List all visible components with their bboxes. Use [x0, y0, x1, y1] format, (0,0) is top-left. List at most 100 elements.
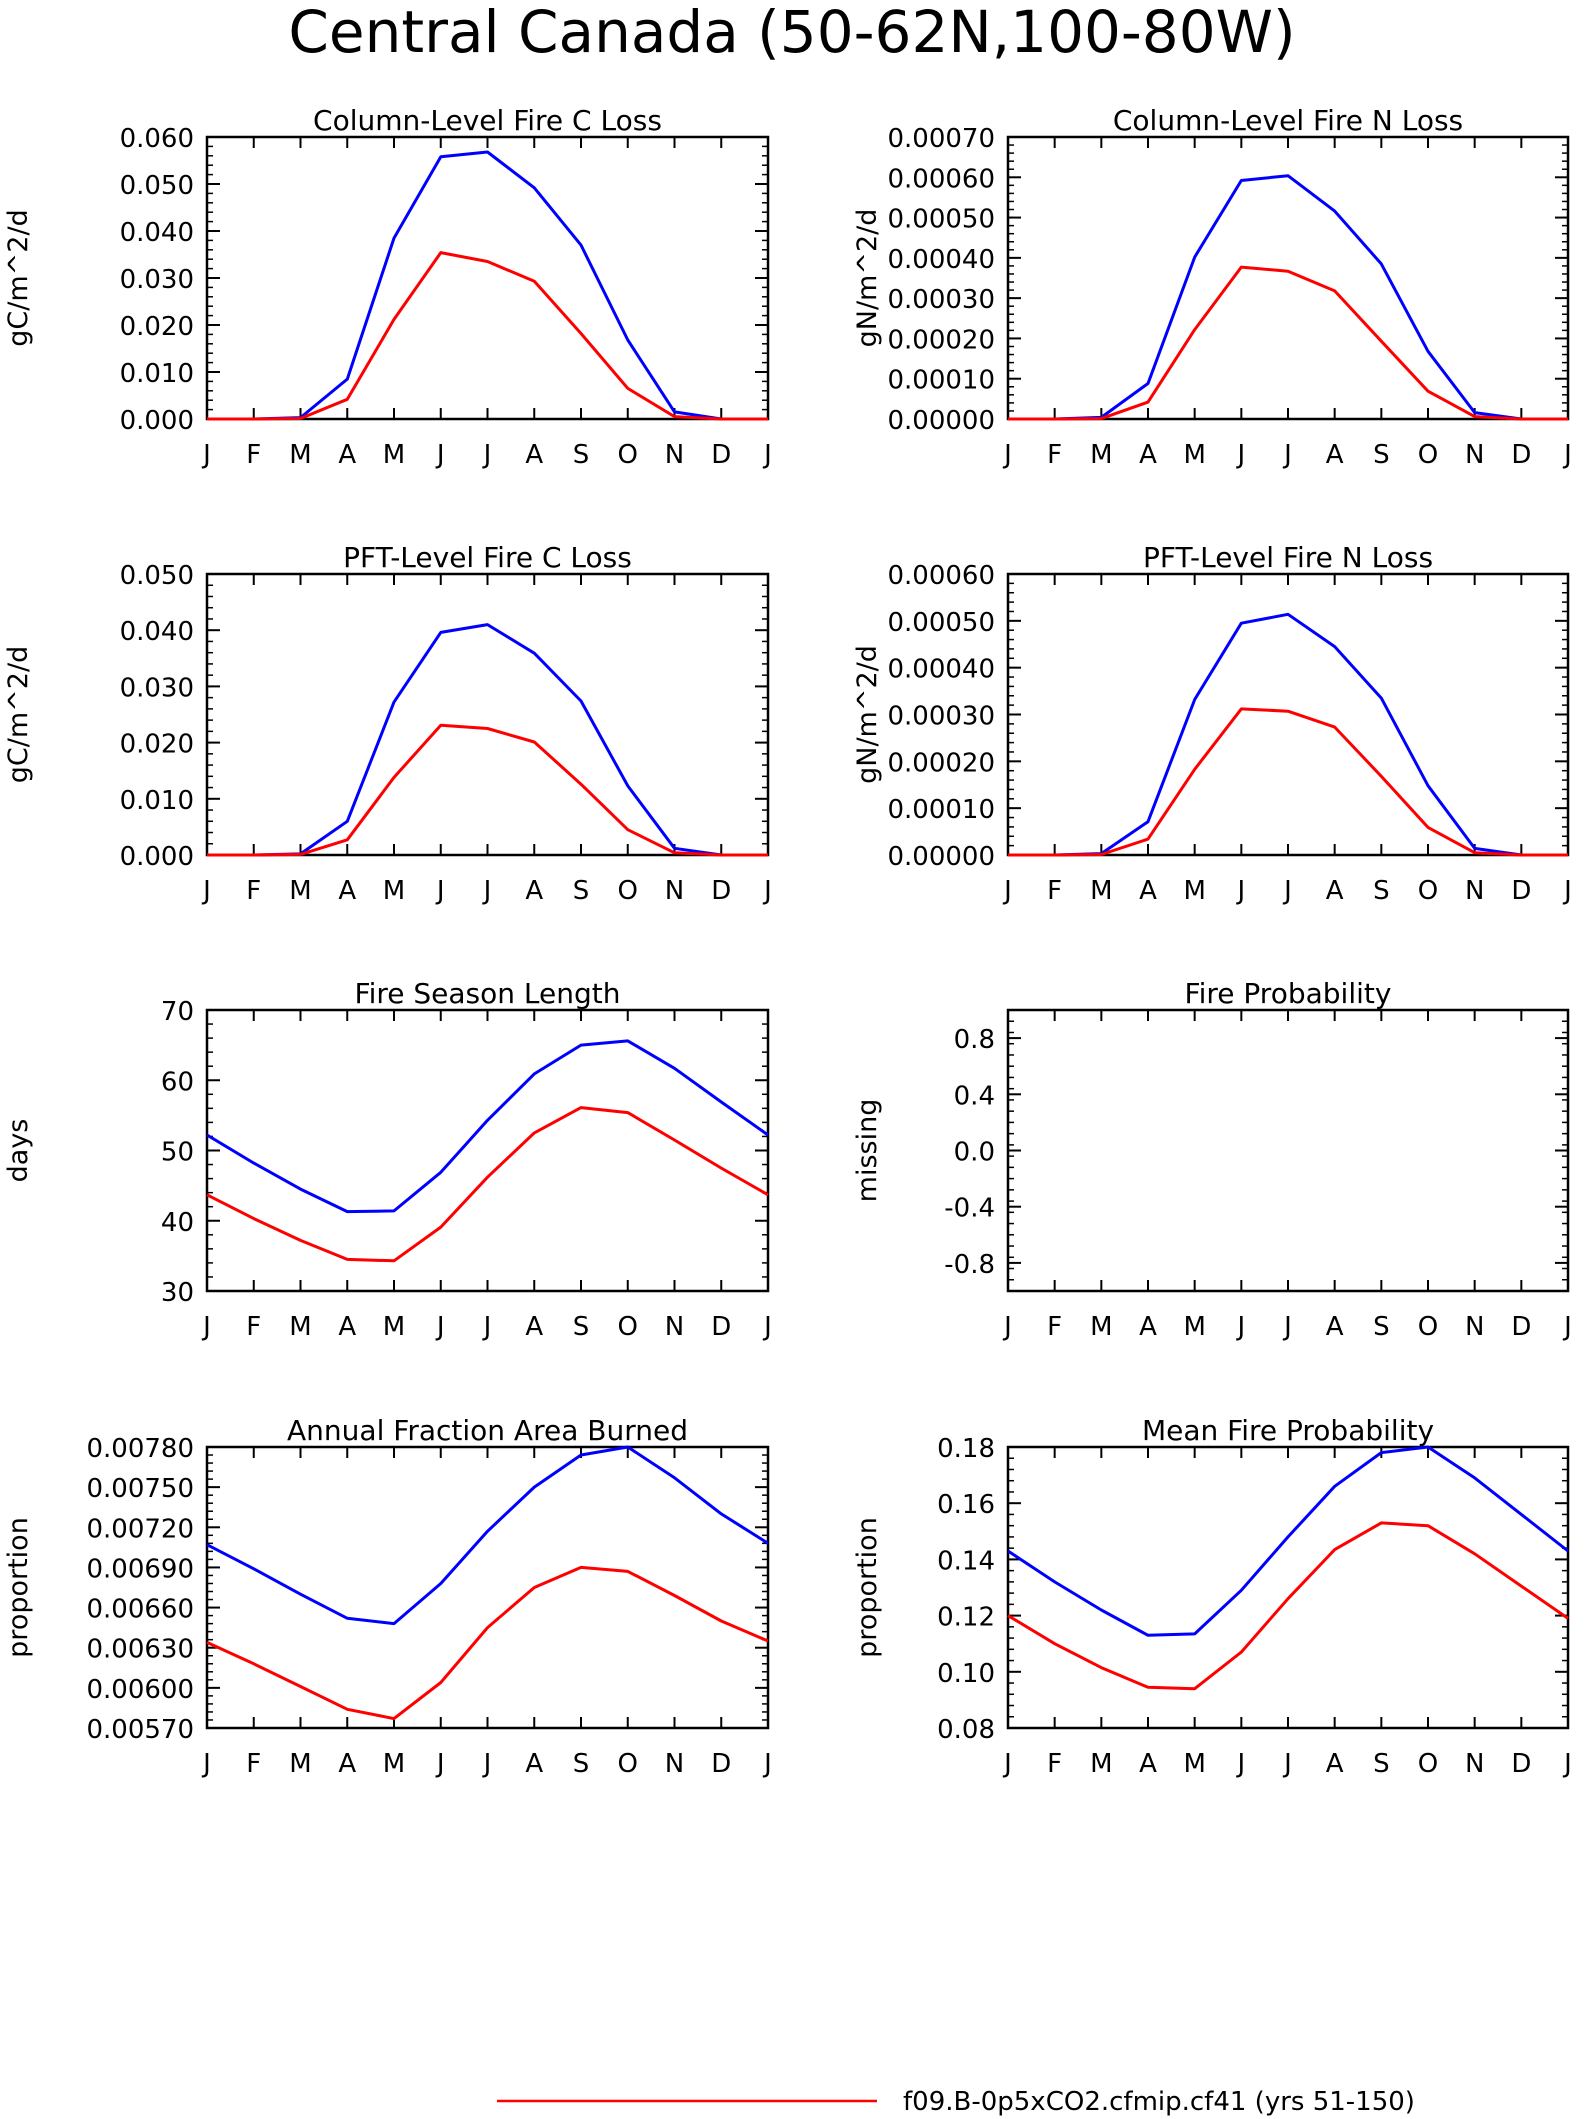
x-tick-label: A	[525, 876, 543, 906]
y-tick-label: 0.10	[937, 1659, 995, 1689]
x-tick-label: J	[1282, 1749, 1292, 1779]
x-tick-label: S	[573, 440, 590, 470]
x-tick-label: M	[289, 1312, 311, 1342]
x-tick-label: J	[762, 1312, 772, 1342]
x-tick-label: J	[1235, 1749, 1245, 1779]
y-axis-label: proportion	[852, 1517, 883, 1658]
y-tick-label: 0.00050	[887, 608, 995, 638]
x-tick-label: M	[383, 1749, 405, 1779]
x-tick-label: S	[573, 1312, 590, 1342]
x-tick-label: A	[1326, 876, 1344, 906]
x-tick-label: D	[711, 1312, 731, 1342]
x-tick-label: M	[1090, 1749, 1112, 1779]
y-tick-label: 0.0	[954, 1138, 995, 1168]
chart-panel: J F M A M J J A S O N D J0.0000.0100.0200.0300.0400.…	[3, 104, 772, 470]
x-tick-label: J	[1002, 1312, 1012, 1342]
y-tick-label: -0.8	[944, 1250, 995, 1280]
y-tick-label: 0.00600	[86, 1675, 194, 1705]
x-tick-label: M	[1183, 440, 1205, 470]
y-tick-label: 0.020	[120, 312, 194, 342]
y-axis-label: proportion	[3, 1517, 34, 1658]
x-tick-label: N	[665, 876, 684, 906]
series-line	[207, 150, 768, 421]
y-tick-label: 0.040	[120, 617, 194, 647]
x-tick-label: O	[1418, 440, 1438, 470]
x-tick-label: J	[1562, 1749, 1572, 1779]
y-tick-label: 0.00660	[86, 1595, 194, 1625]
x-tick-label: J	[1002, 1749, 1012, 1779]
x-tick-label: S	[1373, 1749, 1390, 1779]
x-tick-label: J	[482, 1749, 492, 1779]
y-axis-label: gC/m^2/d	[3, 209, 34, 346]
x-tick-label: A	[1326, 1312, 1344, 1342]
x-tick-label: A	[1326, 1749, 1344, 1779]
y-tick-label: 0.00000	[887, 842, 995, 872]
x-tick-label: A	[338, 1312, 356, 1342]
y-tick-label: 0.040	[120, 218, 194, 248]
x-tick-label: J	[201, 1312, 211, 1342]
x-tick-label: M	[289, 440, 311, 470]
y-tick-label: 0.010	[120, 786, 194, 816]
x-tick-label: O	[1418, 876, 1438, 906]
y-tick-label: 70	[161, 997, 194, 1027]
y-tick-label: 0.00750	[86, 1474, 194, 1504]
x-tick-label: N	[665, 1749, 684, 1779]
x-tick-label: J	[1002, 876, 1012, 906]
legend-label: f09.B-0p5xCO2.cfmip.cf41 (yrs 51-150)	[903, 2087, 1415, 2117]
plot-frame	[205, 1008, 770, 1293]
y-tick-label: 0.060	[120, 124, 194, 154]
panel-title: Mean Fire Probability	[1142, 1414, 1434, 1447]
x-tick-label: J	[435, 440, 445, 470]
x-tick-label: D	[1511, 1749, 1531, 1779]
x-tick-label: S	[573, 876, 590, 906]
x-tick-label: J	[201, 440, 211, 470]
x-tick-label: D	[1511, 876, 1531, 906]
y-tick-label: 0.08	[937, 1715, 995, 1745]
x-tick-label: S	[573, 1749, 590, 1779]
x-tick-label: J	[1235, 440, 1245, 470]
x-tick-label: J	[1002, 440, 1012, 470]
x-tick-label: A	[1139, 876, 1157, 906]
y-axis-label: gC/m^2/d	[3, 646, 34, 783]
x-tick-label: M	[1183, 1749, 1205, 1779]
x-tick-label: M	[1183, 1312, 1205, 1342]
y-tick-label: 60	[161, 1067, 194, 1097]
x-tick-label: J	[435, 1312, 445, 1342]
x-tick-label: J	[762, 440, 772, 470]
x-tick-label: J	[201, 1749, 211, 1779]
x-tick-label: J	[762, 1749, 772, 1779]
x-tick-label: M	[1090, 1312, 1112, 1342]
x-tick-label: M	[289, 1749, 311, 1779]
y-tick-label: 0.00000	[887, 406, 995, 436]
x-tick-label: S	[1373, 440, 1390, 470]
x-tick-label: N	[665, 440, 684, 470]
series-line	[207, 723, 768, 857]
panel-title: Annual Fraction Area Burned	[287, 1414, 688, 1447]
x-tick-label: J	[482, 1312, 492, 1342]
y-tick-label: 0.00720	[86, 1514, 194, 1544]
x-tick-label: M	[1090, 876, 1112, 906]
panel-title: Column-Level Fire N Loss	[1113, 104, 1463, 137]
y-tick-label: 0.00690	[86, 1554, 194, 1584]
chart-panels: J F M A M J J A S O N D J0.0000.0100.0200.0300.0400.…	[3, 104, 1572, 1779]
x-tick-label: D	[711, 440, 731, 470]
chart-panel: J F M A M J J A S O N D J0.005700.006000.006300.0066…	[3, 1414, 772, 1779]
chart-panel: J F M A M J J A S O N D J0.0000.0100.0200.0300.0400.…	[3, 541, 772, 906]
x-tick-label: F	[246, 440, 261, 470]
chart-panel: J F M A M J J A S O N D J0.000000.000100.000200.0003…	[852, 104, 1572, 470]
y-axis-label: missing	[852, 1099, 883, 1203]
series-line	[206, 1106, 769, 1263]
x-tick-label: O	[618, 440, 638, 470]
y-tick-label: 0.00060	[887, 561, 995, 591]
y-tick-label: 0.14	[937, 1546, 995, 1576]
x-tick-label: S	[1373, 1312, 1390, 1342]
x-tick-label: A	[338, 876, 356, 906]
y-tick-label: 0.00630	[86, 1635, 194, 1665]
x-tick-label: D	[711, 876, 731, 906]
y-tick-label: 0.00030	[887, 285, 995, 315]
x-tick-label: N	[1465, 876, 1484, 906]
x-tick-label: J	[1282, 1312, 1292, 1342]
x-tick-label: J	[1562, 1312, 1572, 1342]
y-tick-label: 0.00060	[887, 164, 995, 194]
